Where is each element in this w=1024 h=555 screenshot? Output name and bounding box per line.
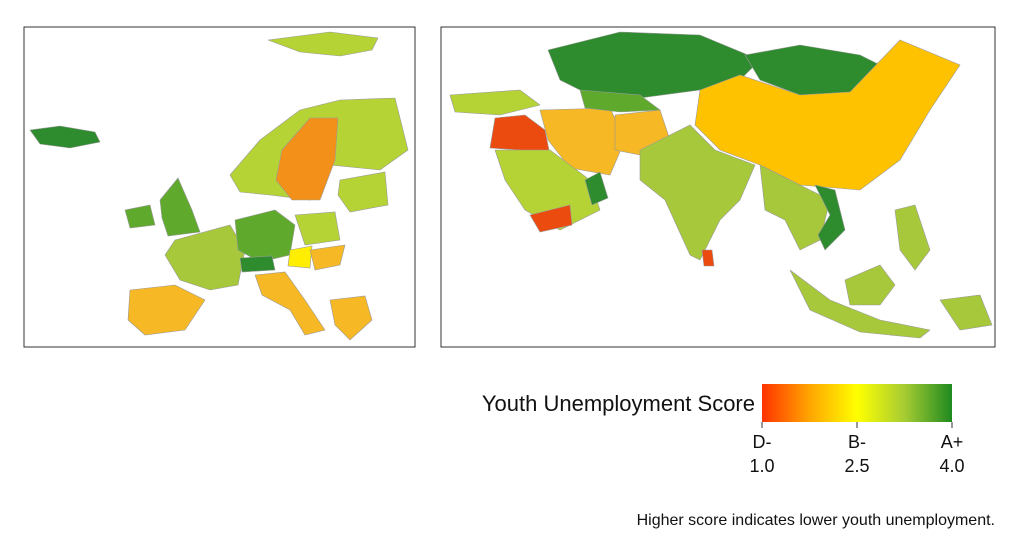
country bbox=[337, 171, 389, 213]
country bbox=[814, 184, 846, 251]
country bbox=[894, 204, 931, 271]
country bbox=[639, 124, 756, 261]
country bbox=[164, 224, 246, 291]
country bbox=[844, 264, 896, 306]
tick-label: 2.5 bbox=[844, 456, 869, 476]
country bbox=[239, 255, 276, 273]
country bbox=[294, 211, 341, 246]
color-bar bbox=[762, 384, 952, 422]
country bbox=[275, 117, 339, 201]
country bbox=[529, 204, 573, 233]
footnote: Higher score indicates lower youth unemp… bbox=[637, 512, 995, 529]
country bbox=[701, 249, 715, 267]
country bbox=[267, 31, 379, 57]
country bbox=[29, 125, 101, 149]
country bbox=[584, 171, 609, 206]
asia-map bbox=[440, 26, 996, 348]
country bbox=[127, 284, 206, 336]
country bbox=[939, 294, 993, 331]
tick-label: 1.0 bbox=[749, 456, 774, 476]
country bbox=[124, 177, 201, 237]
country bbox=[759, 164, 831, 251]
country bbox=[254, 271, 326, 336]
legend-title: Youth Unemployment Score bbox=[482, 391, 755, 416]
country bbox=[449, 89, 541, 116]
country bbox=[579, 89, 661, 113]
legend: Youth Unemployment Score D- 1.0 B- 2.5 A+ 4.0 bbox=[482, 384, 965, 476]
europe-map bbox=[23, 26, 416, 348]
country bbox=[309, 244, 346, 271]
country bbox=[329, 295, 373, 341]
tick-label: 4.0 bbox=[939, 456, 964, 476]
country bbox=[694, 39, 961, 191]
country bbox=[287, 245, 313, 269]
country bbox=[789, 269, 931, 339]
tick-grade: B- bbox=[848, 432, 866, 452]
tick-grade: A+ bbox=[941, 432, 964, 452]
country bbox=[494, 149, 601, 231]
tick-grade: D- bbox=[753, 432, 772, 452]
